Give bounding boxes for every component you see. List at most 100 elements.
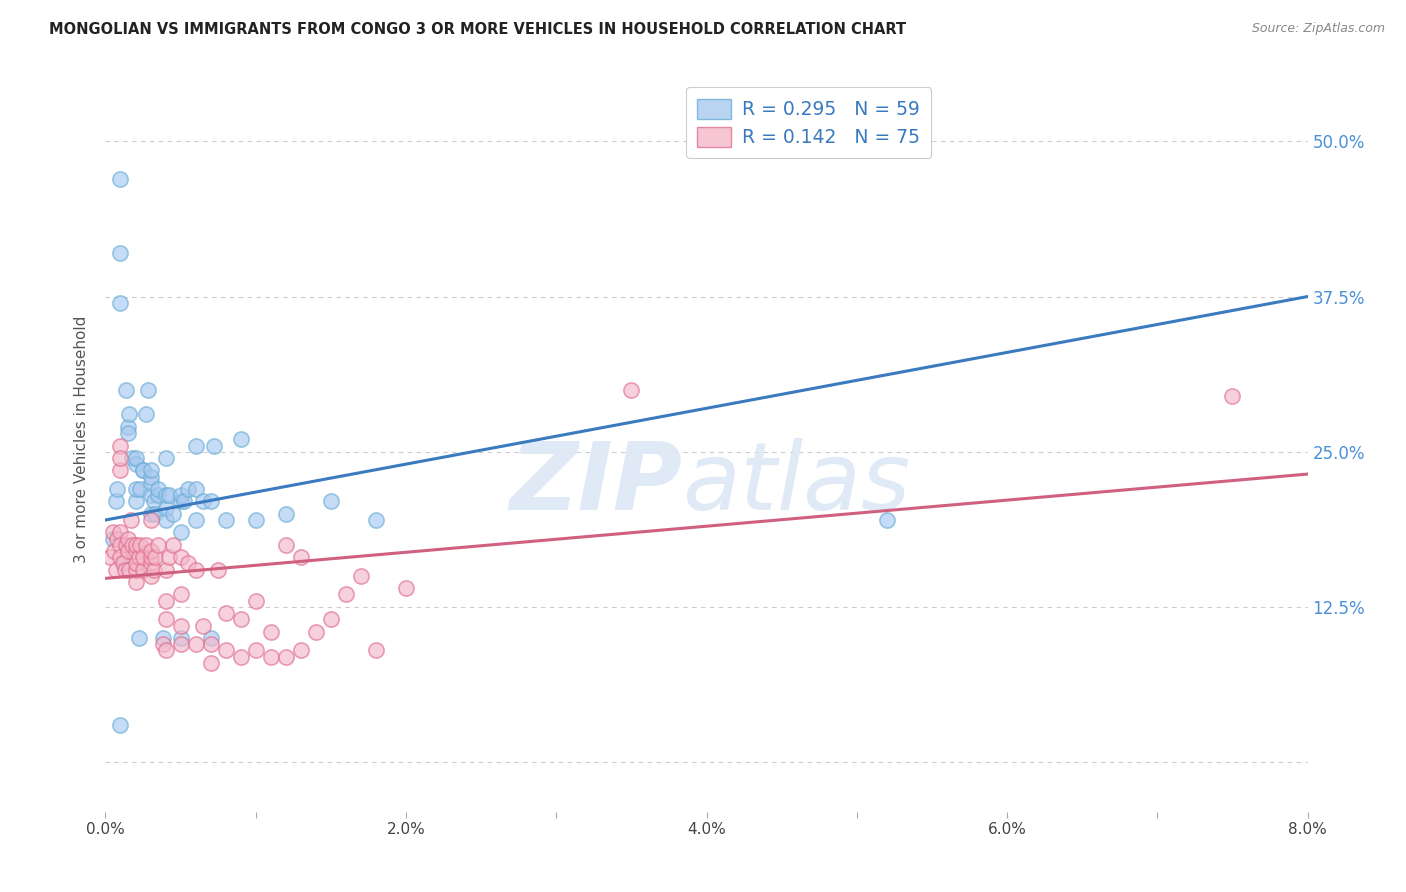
Point — [139, 557, 162, 571]
Point — [110, 295, 132, 310]
Point — [139, 544, 162, 558]
Point — [104, 494, 127, 508]
Legend: R = 0.295   N = 59, R = 0.142   N = 75: R = 0.295 N = 59, R = 0.142 N = 75 — [686, 87, 931, 159]
Point — [162, 507, 184, 521]
Point — [124, 563, 146, 577]
Point — [169, 488, 191, 502]
Point — [229, 433, 252, 447]
Point — [155, 488, 177, 502]
Point — [132, 550, 155, 565]
Point — [290, 550, 312, 565]
Point — [155, 450, 177, 465]
Point — [191, 618, 214, 632]
Point — [350, 569, 373, 583]
Point — [200, 637, 222, 651]
Point — [124, 457, 146, 471]
Point — [124, 575, 146, 590]
Point — [124, 538, 146, 552]
Text: atlas: atlas — [682, 439, 911, 530]
Point — [146, 482, 169, 496]
Point — [177, 482, 200, 496]
Point — [135, 408, 157, 422]
Text: MONGOLIAN VS IMMIGRANTS FROM CONGO 3 OR MORE VEHICLES IN HOUSEHOLD CORRELATION C: MONGOLIAN VS IMMIGRANTS FROM CONGO 3 OR … — [49, 22, 907, 37]
Point — [118, 408, 141, 422]
Point — [260, 649, 283, 664]
Point — [202, 438, 225, 452]
Point — [169, 494, 191, 508]
Point — [142, 563, 165, 577]
Point — [121, 538, 143, 552]
Point — [132, 463, 155, 477]
Point — [169, 631, 191, 645]
Point — [173, 494, 195, 508]
Point — [110, 463, 132, 477]
Point — [245, 593, 267, 607]
Point — [260, 624, 283, 639]
Point — [162, 538, 184, 552]
Point — [146, 488, 169, 502]
Point — [139, 463, 162, 477]
Point — [157, 488, 180, 502]
Point — [139, 513, 162, 527]
Point — [117, 420, 139, 434]
Point — [139, 475, 162, 490]
Point — [112, 557, 135, 571]
Point — [146, 538, 169, 552]
Point — [169, 550, 191, 565]
Point — [129, 538, 152, 552]
Point — [245, 513, 267, 527]
Point — [124, 544, 146, 558]
Text: Source: ZipAtlas.com: Source: ZipAtlas.com — [1251, 22, 1385, 36]
Point — [112, 557, 135, 571]
Point — [124, 482, 146, 496]
Point — [139, 469, 162, 483]
Point — [128, 550, 150, 565]
Point — [110, 246, 132, 260]
Point — [129, 482, 152, 496]
Point — [274, 507, 297, 521]
Point — [245, 643, 267, 657]
Point — [107, 482, 129, 496]
Point — [110, 438, 132, 452]
Point — [139, 507, 162, 521]
Point — [207, 563, 229, 577]
Point — [139, 488, 162, 502]
Point — [200, 494, 222, 508]
Point — [319, 494, 342, 508]
Point — [876, 513, 898, 527]
Point — [110, 171, 132, 186]
Point — [135, 538, 157, 552]
Point — [214, 606, 236, 620]
Point — [101, 525, 124, 540]
Point — [319, 612, 342, 626]
Point — [184, 637, 207, 651]
Point — [110, 450, 132, 465]
Y-axis label: 3 or more Vehicles in Household: 3 or more Vehicles in Household — [75, 316, 90, 563]
Text: ZIP: ZIP — [509, 438, 682, 530]
Point — [169, 618, 191, 632]
Point — [155, 500, 177, 515]
Point — [155, 513, 177, 527]
Point — [155, 593, 177, 607]
Point — [114, 563, 136, 577]
Point — [139, 550, 162, 565]
Point — [200, 631, 222, 645]
Point — [364, 643, 387, 657]
Point — [169, 587, 191, 601]
Point — [169, 525, 191, 540]
Point — [274, 649, 297, 664]
Point — [364, 513, 387, 527]
Point — [115, 538, 138, 552]
Point — [169, 637, 191, 651]
Point — [132, 563, 155, 577]
Point — [124, 557, 146, 571]
Point — [121, 450, 143, 465]
Point — [110, 538, 132, 552]
Point — [115, 383, 138, 397]
Point — [117, 426, 139, 441]
Point — [128, 631, 150, 645]
Point — [143, 550, 166, 565]
Point — [305, 624, 328, 639]
Point — [152, 637, 174, 651]
Point — [184, 563, 207, 577]
